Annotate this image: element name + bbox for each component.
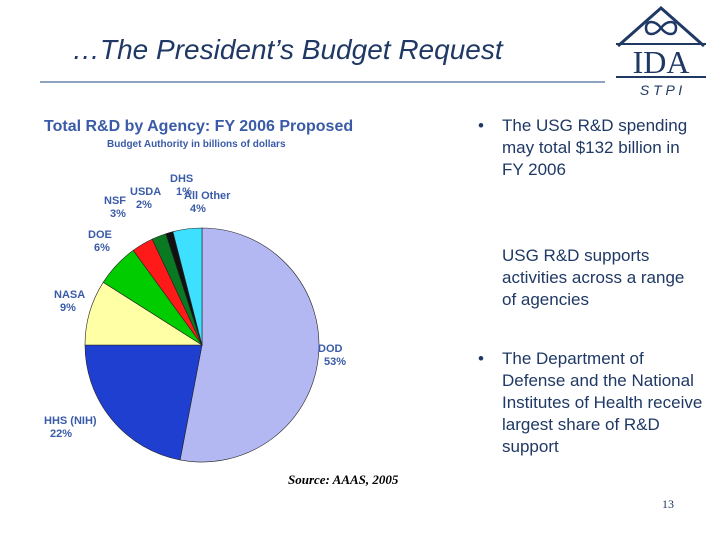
slice-label-percent: 3% [110,208,126,220]
chart-subtitle: Budget Authority in billions of dollars [107,139,286,150]
bullet-marker: • [478,349,484,368]
pie-labels: DOD 53%HHS (NIH) 22%NASA 9%DOE 6%NSF 3%USDA 2%… [44,173,346,440]
page-number: 13 [662,497,674,511]
chart-title: Total R&D by Agency: FY 2006 Proposed [44,118,354,135]
bullet-item: • The USG R&D spending may total $132 bi… [478,115,703,181]
slice-label-name: NSF [104,195,126,207]
pie-slice-dod [179,227,320,463]
infinity-emblem-icon [644,20,678,36]
slice-label: DHS 1% [170,173,193,198]
title-underline [40,81,605,83]
logo-text: IDA [633,44,690,80]
bullet-text: USG R&D supports activities across a ran… [502,246,685,309]
slice-label-name: DHS [170,173,193,185]
slice-label-name: HHS (NIH) [44,415,97,427]
slice-label-percent: 53% [324,356,346,368]
slice-label: DOD 53% [318,343,346,368]
pie-slice-all-other [172,227,203,346]
slice-label: All Other 4% [184,190,231,215]
slice-label: NSF 3% [104,195,126,220]
ida-logo: IDA S T P I [616,6,706,98]
slice-label-name: NASA [54,289,85,301]
slice-label-percent: 4% [190,203,206,215]
slice-label-name: DOE [88,229,112,241]
logo-roof-shape [617,6,705,48]
source-note: Source: AAAS, 2005 [288,472,399,487]
slice-label-name: All Other [184,190,231,202]
slice-label-percent: 6% [94,242,110,254]
slice-label-name: USDA [130,186,161,198]
pie-slice-hhs-nih [84,344,203,461]
pie-slices [84,227,320,463]
slice-label-percent: 22% [50,428,72,440]
bullet-item: USG R&D supports activities across a ran… [478,245,703,311]
bullet-marker: • [478,116,484,135]
bullet-text: The Department of Defense and the Nation… [502,349,703,456]
slice-label-percent: 9% [60,302,76,314]
bullet-item: • The Department of Defense and the Nati… [478,348,703,458]
slice-label: USDA 2% [130,186,161,211]
slice-label-name: DOD [318,343,343,355]
bullet-text: The USG R&D spending may total $132 bill… [502,116,688,179]
slice-label: HHS (NIH) 22% [44,415,97,440]
slice-label-percent: 2% [136,199,152,211]
slice-label-percent: 1% [176,186,192,198]
slice-label: NASA 9% [54,289,85,314]
slice-label: DOE 6% [88,229,112,254]
slide-title: …The President’s Budget Request [72,34,503,65]
logo-subtext: S T P I [640,82,682,98]
